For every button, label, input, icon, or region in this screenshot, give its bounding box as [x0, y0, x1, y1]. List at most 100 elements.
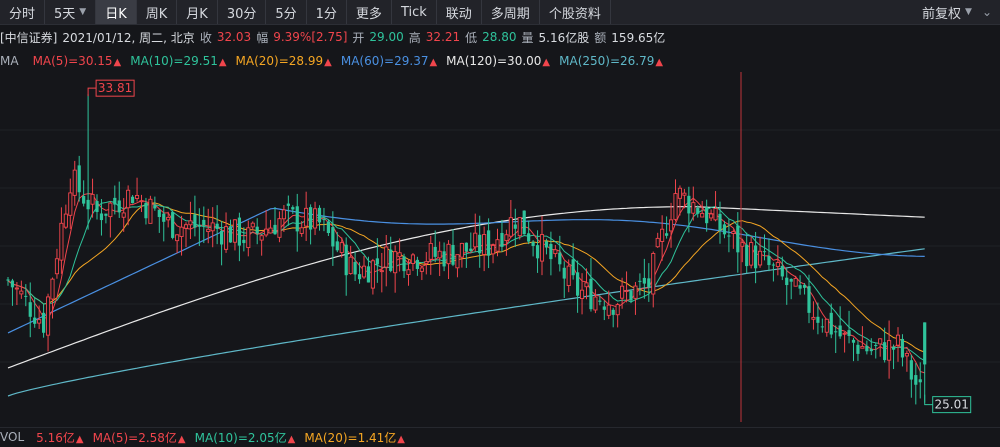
candle-body [660, 228, 665, 242]
candle-body [589, 278, 593, 310]
candle-body [624, 290, 629, 293]
period-tab-label: 5天 [54, 6, 76, 22]
candle-body [571, 259, 575, 276]
candle-body [14, 287, 19, 290]
collapse-icon[interactable]: ⌄ [981, 5, 992, 19]
candle-body [215, 223, 219, 229]
arrow-up-icon: ▲ [75, 433, 84, 445]
candle-body [811, 316, 816, 320]
vol-value: MA(5)=2.58亿 [92, 430, 177, 445]
period-tab-label: 5分 [275, 6, 297, 22]
candle-body [42, 312, 46, 333]
period-tab-label: 1分 [315, 6, 337, 22]
candle-body [259, 235, 264, 241]
candle-body [914, 375, 918, 385]
candle-body [891, 346, 896, 350]
candle-body [517, 217, 522, 237]
ma-item: MA(250)=26.79▲ [559, 54, 663, 68]
open-value: 29.00 [369, 30, 404, 44]
candle-body [171, 212, 175, 238]
candle-body [370, 260, 375, 289]
candle-body [331, 227, 335, 247]
period-tab[interactable]: 周K [137, 0, 178, 24]
candle-body [126, 189, 131, 209]
candle-body [121, 212, 126, 218]
ma-value: MA(120)=30.00 [446, 54, 542, 68]
arrow-up-icon: ▲ [218, 57, 227, 68]
period-tab[interactable]: 更多 [347, 0, 392, 24]
candle-body [580, 289, 585, 300]
candle-body [562, 267, 566, 279]
candle-body [713, 207, 718, 221]
candle-body [148, 198, 153, 224]
candle-body [629, 290, 633, 301]
vol-value: MA(10)=2.05亿 [194, 430, 287, 445]
candle-body [193, 214, 197, 228]
candle-body [696, 207, 700, 214]
volume-label: 量 [521, 30, 534, 45]
candle-body [655, 237, 660, 248]
candle-body [682, 192, 687, 196]
arrow-up-icon: ▲ [429, 57, 438, 68]
candle-body [277, 218, 282, 238]
candle-body [749, 242, 754, 266]
candle-body [255, 226, 259, 234]
candle-body [202, 219, 206, 226]
period-tab[interactable]: Tick [392, 0, 437, 24]
candle-body [37, 319, 42, 324]
arrow-up-icon: ▲ [397, 433, 405, 445]
candle-body [19, 290, 24, 295]
candle-body [46, 296, 51, 336]
candle-body [375, 258, 379, 265]
ma-value: MA(250)=26.79 [559, 54, 655, 68]
period-tab[interactable]: 5天 ▼ [45, 0, 97, 24]
candlestick-chart[interactable]: 33.81 25.01 [0, 72, 1000, 422]
period-tab-label: 联动 [445, 6, 472, 22]
ma-legend: MA MA(5)=30.15▲ MA(10)=29.51▲ MA(20)=28.99… [0, 52, 1000, 70]
adjust-dropdown[interactable]: 前复权 ▼ ⌄ [914, 0, 1000, 24]
candle-body [904, 353, 909, 357]
candle-body [598, 300, 602, 302]
period-tab[interactable]: 多周期 [482, 0, 540, 24]
candle-body [273, 224, 277, 235]
vol-label: VOL [0, 430, 25, 444]
candle-body [869, 349, 873, 352]
period-tab[interactable]: 月K [177, 0, 218, 24]
candle-body [789, 278, 793, 282]
period-tab[interactable]: 分时 [0, 0, 46, 24]
candle-body [798, 285, 802, 289]
candle-body [131, 196, 135, 204]
period-tab[interactable]: 联动 [437, 0, 482, 24]
candle-body [68, 192, 73, 216]
candle-body [291, 207, 295, 210]
period-tab[interactable]: 个股资料 [540, 0, 611, 24]
candle-body [223, 226, 229, 250]
candle-body [558, 252, 562, 265]
candle-body [6, 279, 10, 281]
candle-body [807, 286, 811, 313]
candle-body [335, 241, 339, 251]
candle-body [633, 285, 638, 299]
candle-body [322, 219, 326, 221]
period-tab-label: 日K [105, 6, 127, 22]
amount-value: 159.65亿 [611, 30, 666, 45]
candle-body [144, 202, 148, 219]
period-tab[interactable]: 日K [96, 0, 137, 24]
period-tab-label: Tick [400, 4, 427, 20]
candle-body [584, 282, 589, 288]
candle-body [535, 245, 540, 259]
candle-body [433, 246, 437, 257]
period-tab[interactable]: 1分 [307, 0, 347, 24]
vol-item: MA(10)=2.05亿▲ [195, 429, 296, 446]
candle-body [175, 234, 180, 242]
candle-body [842, 332, 847, 335]
candle-body [50, 278, 55, 300]
period-tab[interactable]: 5分 [266, 0, 307, 24]
ma120-line [7, 206, 925, 369]
candle-body [691, 202, 696, 214]
candle-body [478, 234, 482, 254]
candle-body [508, 217, 513, 237]
change-value: 9.39%[2.75] [273, 30, 348, 44]
period-tab[interactable]: 30分 [218, 0, 267, 24]
candle-body [63, 213, 68, 228]
